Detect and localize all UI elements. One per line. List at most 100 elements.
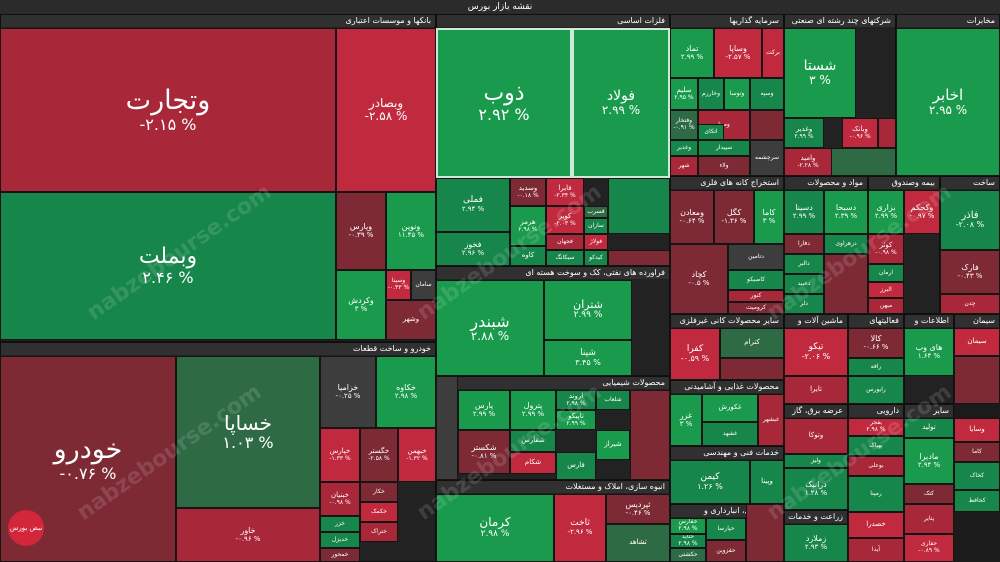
stock-tile-vshahr[interactable]: وشهر (386, 300, 436, 340)
stock-tile-akhaber[interactable]: اخابر ۲.۹۵ % (896, 28, 1000, 176)
stock-tile-hiweb[interactable]: های وب ۱.۶۴ % (904, 328, 954, 376)
stock-tile-hpeyma[interactable]: حپارسا (706, 518, 746, 540)
stock-tile-kazma[interactable]: کحافظ (954, 490, 1000, 512)
stock-tile-dfara[interactable]: دفارا (784, 234, 824, 254)
stock-tile-kama[interactable]: کاما ۳ % (754, 190, 784, 244)
stock-tile-khgostar[interactable]: خکاوه ۲.۹۸ % (376, 356, 436, 428)
stock-tile-thbasar[interactable]: ثپردیس -۰.۴۶ % (606, 494, 670, 524)
stock-tile-saman[interactable]: سامان (411, 270, 436, 300)
stock-tile-kroom[interactable]: کرومیت (728, 302, 784, 314)
stock-tile-kfazr[interactable]: فاذر -۲.۰۸ % (940, 190, 1000, 250)
stock-tile-shekam[interactable]: شکام (510, 452, 556, 474)
stock-tile-foolad[interactable]: فولاد ۲.۹۹ % (572, 28, 670, 178)
stock-tile-vparis[interactable]: وپارس -۰.۳۹ % (336, 192, 386, 270)
stock-tile-kerfa[interactable]: کفرا -۰.۵۹ % (670, 328, 720, 380)
stock-tile-dalbr[interactable]: دالبر (784, 254, 824, 274)
stock-tile-bsham[interactable]: بهپاک (848, 436, 904, 456)
stock-tile-zmlard[interactable]: زملارد ۲.۹۳ % (784, 524, 848, 562)
stock-tile-vamid[interactable]: وامید -۲.۲۸ % (784, 148, 832, 176)
stock-tile-vkhazar[interactable]: بزاری ۲.۹۹ % (868, 190, 904, 234)
stock-tile-ghazar[interactable]: غزر ۳ % (670, 394, 702, 446)
stock-tile-raymo[interactable]: رمپنا (848, 476, 904, 512)
stock-tile-dzahravi[interactable]: دزهراوی (824, 234, 868, 254)
stock-tile-sikang[interactable]: سیکانگ (546, 250, 584, 266)
stock-tile-fmeli[interactable]: فملی ۲.۹۴ % (436, 178, 510, 232)
stock-tile-shasta[interactable]: شستا ۳ % (784, 28, 856, 118)
stock-tile-shaltab[interactable]: شلعاب (596, 390, 630, 410)
stock-tile-ghshahd[interactable]: غشهد (702, 422, 758, 446)
stock-tile-thakht[interactable]: ثاخت -۲.۹۶ % (554, 494, 606, 562)
stock-tile-sheshr[interactable]: شهر (670, 156, 698, 176)
stock-tile-dsabz[interactable]: دسبحا ۲.۳۹ % (824, 190, 868, 234)
stock-tile-vpina[interactable]: وپینا (750, 460, 784, 504)
stock-tile-vsadr[interactable]: وغدیر (670, 140, 698, 156)
stock-tile-ghkourosh[interactable]: غکورش (702, 394, 758, 422)
stock-tile-vsadid[interactable]: وسدید -۰.۱۸ % (510, 178, 546, 206)
stock-tile-vsina2[interactable]: وسپه (750, 78, 784, 110)
stock-tile-mihan[interactable]: میهن (868, 298, 904, 314)
stock-tile-dabid[interactable]: دعبید (784, 274, 824, 294)
stock-tile-folazh[interactable]: فولاژ (584, 234, 608, 250)
stock-tile-kharom[interactable]: کتک (904, 484, 954, 504)
stock-tile-tayra[interactable]: تایرا (784, 376, 848, 404)
stock-tile-arman[interactable]: ارمان (868, 264, 904, 282)
stock-tile-vbank[interactable]: وبانک -۰.۹۶ % (842, 118, 878, 148)
stock-tile-aid[interactable]: آیدا (848, 538, 904, 562)
stock-tile-shapna[interactable]: شپنا ۳.۴۵ % (544, 340, 632, 376)
stock-tile-vbmellat[interactable]: وبملت ۲.۴۶ % (0, 192, 336, 340)
stock-tile-khkomak[interactable]: خکار (360, 482, 398, 502)
stock-tile-khtrak[interactable]: ختراک (360, 522, 398, 542)
stock-tile-vsbeh[interactable]: سپیدار (698, 140, 750, 156)
stock-tile-vsapa[interactable]: وساپا -۲.۵۷ % (714, 28, 762, 78)
stock-tile-vlik[interactable]: اتکای (698, 124, 724, 140)
stock-tile-kroz[interactable]: کوثر -۰.۹۸ % (868, 234, 904, 264)
stock-tile-vgostar[interactable]: وکحکم -۰.۹۷ % (904, 190, 940, 234)
stock-tile-kaboo[interactable]: وسایا (954, 418, 1000, 442)
stock-tile-khkhomak[interactable]: خکمک (360, 502, 398, 522)
stock-tile-pars[interactable]: پارس ۲.۹۹ % (458, 390, 510, 430)
stock-tile-shekastar[interactable]: شکستر -۰.۸۱ % (458, 430, 510, 474)
stock-tile-vkhazam[interactable]: وخارزم (698, 78, 724, 110)
stock-tile-hqazvin[interactable]: حقزوین (706, 540, 746, 562)
stock-tile-tolid[interactable]: تولید (904, 418, 954, 438)
stock-tile-fars[interactable]: فارس (556, 452, 596, 480)
stock-tile-salim[interactable]: سلیم ۲.۹۵ % (670, 78, 698, 110)
stock-tile-vmadan[interactable]: ومعادن -۰.۶۴ % (670, 190, 714, 244)
stock-tile-refa[interactable]: رافه (848, 358, 904, 376)
stock-tile-kator[interactable]: کنور (728, 290, 784, 302)
stock-tile-tikko[interactable]: تیکو -۲.۰۶ % (784, 328, 848, 376)
stock-tile-khbahman[interactable]: خبهمن -۱.۳۲ % (398, 428, 436, 482)
stock-tile-vbarg[interactable]: برکت (762, 28, 784, 78)
stock-tile-vpteir[interactable]: پتایر (904, 504, 954, 534)
stock-tile-ghbeshr[interactable]: غبشهر (758, 394, 784, 446)
stock-tile-vsina[interactable]: وسینا -۰.۴۳ % (386, 270, 411, 300)
stock-tile-faraz[interactable]: فایرا -۲.۳۴ % (546, 178, 584, 206)
stock-tile-fkhouz[interactable]: فخوز ۲.۹۶ % (436, 232, 510, 266)
stock-tile-kimen[interactable]: کیمن ۱.۲۶ % (670, 460, 750, 504)
stock-tile-vtos[interactable]: وتوسا (724, 78, 750, 110)
stock-tile-kavir[interactable]: کویر -۲.۰۳ % (546, 206, 584, 234)
stock-tile-kala[interactable]: کالا -۰.۶۶ % (848, 328, 904, 358)
stock-tile-fnaft[interactable]: فجهان (546, 234, 584, 250)
stock-tile-zob[interactable]: ذوب ۲.۹۲ % (436, 28, 572, 178)
stock-tile-khsapa[interactable]: خساپا ۱.۰۳ % (176, 356, 320, 508)
stock-tile-vnovin[interactable]: ونوین ۱۱.۴۵ % (386, 192, 436, 270)
stock-tile-khzar[interactable]: خزر (320, 516, 360, 532)
stock-tile-petrol[interactable]: پترول ۲.۹۹ % (510, 390, 556, 430)
stock-tile-bpasa[interactable]: ولیز (784, 454, 848, 468)
stock-tile-arvand[interactable]: اروند ۲.۹۸ % (556, 390, 596, 410)
stock-tile-takipco[interactable]: تاپیکو ۲.۹۹ % (556, 410, 596, 430)
stock-tile-madaran[interactable]: مادیرا ۲.۹۴ % (904, 438, 954, 484)
stock-tile-hefar[interactable]: حفاری -۰.۸۹ % (904, 534, 954, 562)
stock-tile-vkhfakh[interactable]: وفتخار -۰.۹۱ % (670, 110, 698, 140)
stock-tile-sherb[interactable]: سرچشمه (750, 140, 784, 176)
stock-tile-kaveh[interactable]: کاوه (510, 246, 546, 266)
stock-tile-chan[interactable]: چدن (940, 294, 1000, 314)
stock-tile-tkad[interactable]: کاما (954, 442, 1000, 462)
stock-tile-vbsader[interactable]: وبصادر -۲.۵۸ % (336, 28, 436, 192)
stock-tile-vtoka[interactable]: وتوکا (784, 418, 848, 454)
stock-tile-raipnd[interactable]: رایورس (848, 376, 904, 404)
stock-tile-kdark[interactable]: کیدکو (584, 250, 608, 266)
stock-tile-khgostr[interactable]: خگستر -۲.۵۸ % (360, 428, 398, 482)
stock-tile-khdizl[interactable]: خدیزل (320, 532, 360, 548)
